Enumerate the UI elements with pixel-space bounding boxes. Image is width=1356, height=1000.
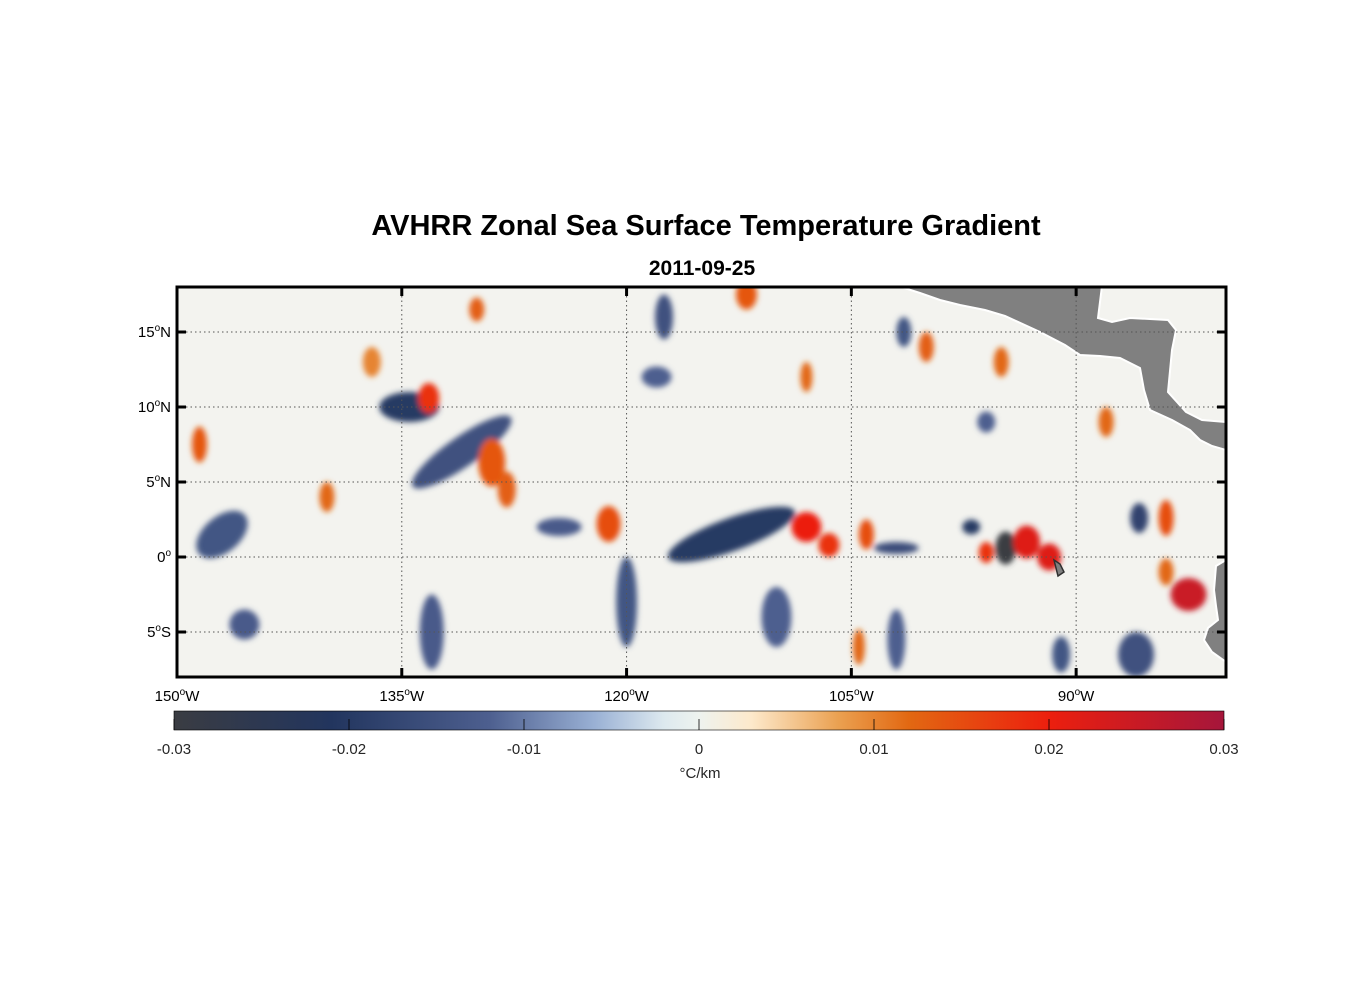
sst-gradient-feature [962,519,981,535]
sst-gradient-feature [1170,578,1207,611]
sst-gradient-feature [995,531,1017,565]
sst-gradient-feature [667,506,796,563]
sst-gradient-feature [791,512,822,542]
x-tick-label: 90oW [1058,687,1095,705]
land-south-america [1202,558,1226,664]
sst-gradient-feature [419,594,444,670]
sst-gradient-feature [596,506,621,542]
y-tick-label: 5oN [146,473,171,491]
map-frame [175,285,1228,679]
colorbar-tick-label: 0.03 [1209,741,1238,758]
colorbar-unit-label: °C/km [680,765,721,782]
x-tick-label: 120oW [604,687,650,705]
colorbar-tick-label: -0.02 [332,741,366,758]
y-axis-labels: 15oN 10oN 5oN 0o 5oS [138,323,172,641]
sst-gradient-feature [873,542,919,554]
x-tick-label: 150oW [155,687,201,705]
y-tick-label: 0o [157,548,171,566]
x-tick-label: 105oW [829,687,875,705]
land-masses [897,287,1226,664]
sst-gradient-feature [478,438,506,487]
colorbar-tick-label: 0.02 [1034,741,1063,758]
chart-title: AVHRR Zonal Sea Surface Temperature Grad… [371,210,1041,242]
sst-gradient-feature [1158,558,1174,586]
sst-gradient-feature [655,294,674,340]
sst-gradient-feature [852,629,865,665]
sst-gradient-feature [1052,636,1071,673]
sst-gradient-feature [858,519,874,550]
y-tick-label: 5oS [147,623,171,641]
sst-gradient-feature [641,366,672,388]
colorbar-tick-label: -0.01 [507,741,541,758]
sst-gradient-feature [918,332,934,362]
sst-gradient-feature [977,411,996,433]
sst-gradient-feature [761,587,792,647]
colorbar-ticks: -0.03 -0.02 -0.01 0 0.01 0.02 0.03 [157,719,1239,758]
sst-gradient-feature [735,287,757,310]
sst-gradient-feature [536,518,582,536]
x-tick-label: 135oW [379,687,425,705]
colorbar-tick-label: -0.03 [157,741,191,758]
sst-gradient-feature [1118,632,1155,677]
colorbar-tick-label: 0 [695,741,703,758]
map-plot-area [175,285,1228,679]
sst-gradient-feature [887,609,906,670]
sst-gradient-feature [800,362,813,392]
sst-gradient-feature [411,415,512,489]
x-axis-labels: 150oW 135oW 120oW 105oW 90oW [155,687,1096,705]
sst-gradient-feature [497,471,516,508]
sst-gradient-feature [896,317,912,347]
sst-gradient-feature [1013,525,1041,559]
chart-subtitle: 2011-09-25 [649,257,756,280]
y-tick-label: 15oN [138,323,171,341]
land-galapagos [1052,558,1065,578]
sst-gradient-feature [1098,407,1114,437]
sst-gradient-feature [978,542,994,563]
colorbar: -0.03 -0.02 -0.01 0 0.01 0.02 0.03 °C/km [157,710,1239,782]
grid-lines [177,287,1226,677]
sst-gradient-feature [993,347,1009,377]
sst-gradient-feature [1130,503,1149,533]
sst-gradient-feature [362,347,381,377]
y-tick-label: 10oN [138,398,171,416]
land-central-america [897,287,1226,452]
sst-gradient-feature [191,426,207,463]
sst-gradient-feature [418,383,440,413]
sst-gradient-feature [319,482,335,512]
sst-gradient-feature [818,533,840,557]
sst-gradient-feature [196,510,248,559]
sst-gradient-feature [1158,500,1174,536]
sst-gradient-feature [469,297,485,322]
colorbar-tick-label: 0.01 [859,741,888,758]
